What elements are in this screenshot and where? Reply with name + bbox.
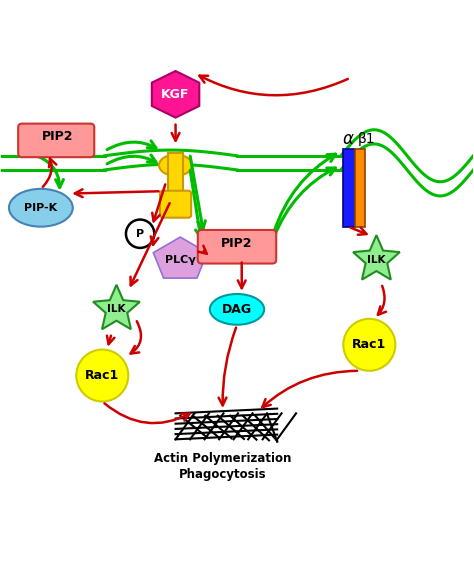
Text: Rac1: Rac1 — [352, 338, 386, 351]
Text: PIP-K: PIP-K — [24, 203, 57, 213]
FancyBboxPatch shape — [168, 153, 182, 196]
Text: ILK: ILK — [107, 305, 126, 314]
Text: ILK: ILK — [367, 255, 386, 265]
Polygon shape — [353, 235, 400, 280]
Ellipse shape — [159, 155, 192, 176]
Text: PIP2: PIP2 — [221, 237, 253, 250]
Polygon shape — [152, 71, 199, 117]
Circle shape — [343, 319, 395, 371]
Text: Actin Polymerization: Actin Polymerization — [154, 452, 292, 465]
Text: β1: β1 — [358, 132, 376, 146]
FancyBboxPatch shape — [18, 124, 94, 157]
FancyBboxPatch shape — [343, 149, 355, 226]
FancyBboxPatch shape — [160, 191, 191, 217]
Text: α: α — [343, 130, 354, 148]
Ellipse shape — [210, 294, 264, 325]
Text: PIP2: PIP2 — [42, 130, 73, 143]
Circle shape — [76, 350, 128, 401]
Text: P: P — [136, 229, 144, 239]
Circle shape — [126, 220, 155, 248]
Text: Phagocytosis: Phagocytosis — [179, 468, 267, 481]
Polygon shape — [153, 237, 207, 278]
FancyBboxPatch shape — [198, 230, 276, 264]
Polygon shape — [93, 285, 140, 329]
Text: DAG: DAG — [222, 303, 252, 316]
Ellipse shape — [9, 189, 73, 226]
Text: Rac1: Rac1 — [85, 369, 119, 382]
Text: KGF: KGF — [161, 88, 190, 101]
FancyBboxPatch shape — [355, 149, 365, 226]
Text: PLCγ: PLCγ — [165, 255, 196, 265]
